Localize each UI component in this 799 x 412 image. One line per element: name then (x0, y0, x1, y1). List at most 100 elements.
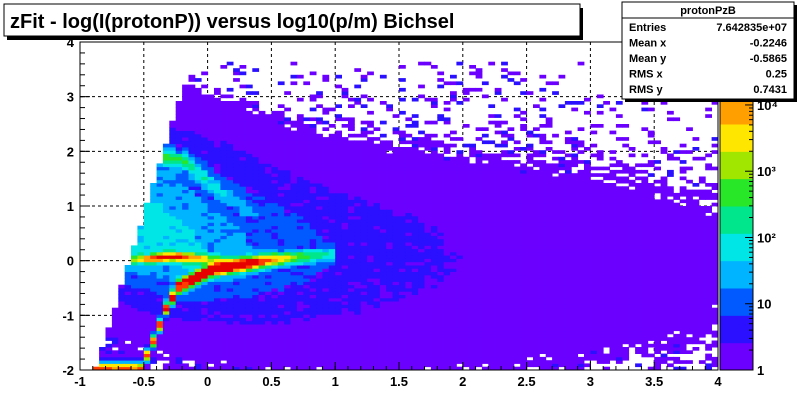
heat-cell (245, 366, 253, 370)
heat-cell (188, 258, 196, 263)
heat-cell (462, 242, 470, 246)
heat-cell (239, 150, 247, 154)
heat-cell (220, 189, 228, 194)
heat-cell (469, 245, 476, 250)
heat-cell (296, 232, 304, 236)
heat-cell (316, 143, 323, 148)
heat-cell (488, 324, 496, 328)
heat-cell (360, 238, 368, 243)
heat-cell (239, 307, 247, 312)
heat-cell (150, 284, 157, 289)
heat-cell (188, 183, 196, 187)
heat-cell (245, 101, 253, 105)
heat-cell (475, 294, 483, 299)
heat-cell (430, 235, 438, 240)
heat-cell (118, 366, 126, 370)
heat-cell (271, 179, 279, 184)
heat-cell (252, 297, 260, 302)
heat-cell (539, 150, 547, 154)
heat-cell (437, 238, 445, 243)
heat-cell (443, 81, 451, 86)
heat-cell (277, 179, 285, 184)
heat-cell (284, 281, 291, 286)
heat-cell (494, 196, 502, 200)
heat-cell (443, 219, 451, 223)
heat-cell (137, 268, 145, 272)
heat-cell (411, 215, 419, 220)
heat-cell (290, 343, 298, 348)
heat-cell (284, 183, 291, 187)
heat-cell (348, 366, 355, 370)
heat-cell (462, 245, 470, 250)
heat-cell (309, 340, 317, 345)
heat-cell (271, 199, 279, 204)
heat-cell (271, 297, 279, 302)
heat-cell (194, 317, 202, 322)
heat-cell (201, 219, 208, 223)
heat-cell (462, 353, 470, 358)
heat-cell (526, 232, 534, 236)
heat-cell (182, 268, 189, 272)
heat-cell (239, 301, 247, 305)
heat-cell (437, 166, 445, 171)
heat-cell (162, 238, 170, 243)
heat-cell (373, 281, 381, 286)
heat-cell (252, 294, 260, 299)
heat-cell (450, 215, 457, 220)
heat-cell (373, 278, 381, 282)
heat-cell (226, 179, 234, 184)
heat-cell (111, 333, 119, 338)
heat-cell (309, 265, 317, 269)
heat-cell (175, 124, 183, 128)
heat-cell (169, 166, 177, 171)
heat-cell (194, 189, 202, 194)
heat-cell (462, 343, 470, 348)
heat-cell (239, 317, 247, 322)
heat-cell (520, 232, 527, 236)
heat-cell (475, 199, 483, 204)
heat-cell (156, 268, 164, 272)
heat-cell (520, 288, 527, 292)
heat-cell (348, 153, 355, 158)
heat-cell (188, 192, 196, 197)
heat-cell (188, 140, 196, 145)
heat-cell (469, 291, 476, 295)
heat-cell (277, 261, 285, 266)
heat-cell (507, 127, 515, 131)
heat-cell (354, 350, 362, 354)
heat-cell (265, 330, 272, 335)
heat-cell (309, 97, 317, 102)
heat-cell (162, 324, 170, 328)
heat-cell (194, 212, 202, 217)
heat-cell (194, 114, 202, 118)
heat-cell (245, 317, 253, 322)
heat-cell (526, 278, 534, 282)
heat-cell (354, 248, 362, 253)
heat-cell (450, 225, 457, 230)
heat-cell (411, 281, 419, 286)
heat-cell (162, 169, 170, 174)
heat-cell (341, 333, 349, 338)
heat-cell (194, 186, 202, 190)
heat-cell (405, 140, 413, 145)
heat-cell (207, 179, 215, 184)
heat-cell (481, 261, 489, 266)
heat-cell (475, 350, 483, 354)
heat-cell (265, 147, 272, 151)
heat-cell (437, 350, 445, 354)
heat-cell (207, 271, 215, 276)
heat-cell (175, 320, 183, 325)
heat-cell (239, 294, 247, 299)
heat-cell (456, 206, 464, 210)
heat-cell (533, 212, 540, 217)
heat-cell (316, 297, 323, 302)
heat-cell (182, 156, 189, 161)
heat-cell (322, 258, 330, 263)
heat-cell (526, 291, 534, 295)
heat-cell (494, 130, 502, 135)
heat-cell (386, 330, 393, 335)
heat-cell (494, 291, 502, 295)
heat-cell (437, 219, 445, 223)
heat-cell (533, 229, 540, 233)
heat-cell (277, 202, 285, 207)
